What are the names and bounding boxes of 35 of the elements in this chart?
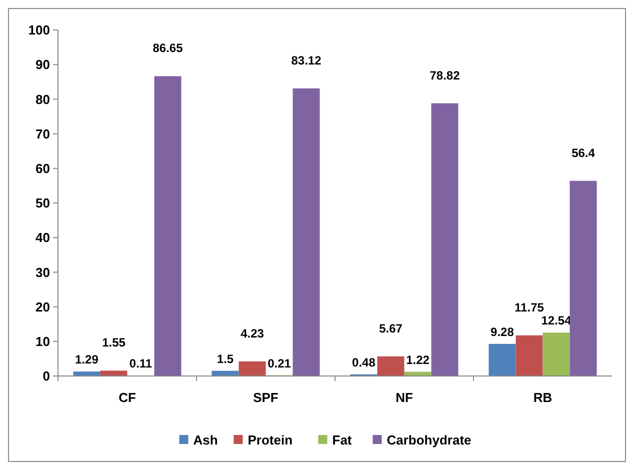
x-tick-label: RB <box>533 390 552 405</box>
data-label: 12.54 <box>541 314 572 328</box>
data-label: 1.29 <box>75 352 99 367</box>
data-label: 1.5 <box>216 352 234 366</box>
data-label: 86.65 <box>152 41 184 56</box>
legend-label: Protein <box>248 432 293 448</box>
y-tick-label: 20 <box>36 299 50 314</box>
legend-label: Fat <box>332 432 352 448</box>
data-label: 83.12 <box>291 53 322 68</box>
y-tick-label: 40 <box>36 230 50 246</box>
data-label: 4.23 <box>240 326 264 340</box>
data-label: 11.75 <box>514 300 544 314</box>
data-label: 5.67 <box>379 321 403 336</box>
data-label: 9.28 <box>490 324 514 339</box>
y-tick-label: 50 <box>36 196 50 211</box>
data-label: 1.22 <box>406 352 430 367</box>
x-tick-label: NF <box>396 390 413 405</box>
data-label: 0.48 <box>352 355 376 370</box>
x-tick-label: CF <box>118 390 136 405</box>
data-label: 0.11 <box>129 356 152 371</box>
y-tick-label: 0 <box>42 368 50 384</box>
y-tick-label: 60 <box>36 160 50 176</box>
y-tick-label: 10 <box>36 334 50 349</box>
y-tick-label: 30 <box>36 264 50 280</box>
legend-label: Carbohydrate <box>386 432 472 448</box>
data-label: 78.82 <box>430 68 460 82</box>
data-label: 1.55 <box>102 336 126 350</box>
y-tick-label: 70 <box>36 126 50 142</box>
legend-label: Ash <box>193 432 218 448</box>
y-tick-label: 80 <box>36 92 50 107</box>
y-tick-label: 90 <box>36 57 50 72</box>
data-label: 0.21 <box>268 356 292 370</box>
data-label: 56.4 <box>572 146 596 160</box>
x-tick-label: SPF <box>253 390 278 405</box>
y-tick-label: 100 <box>28 22 50 38</box>
